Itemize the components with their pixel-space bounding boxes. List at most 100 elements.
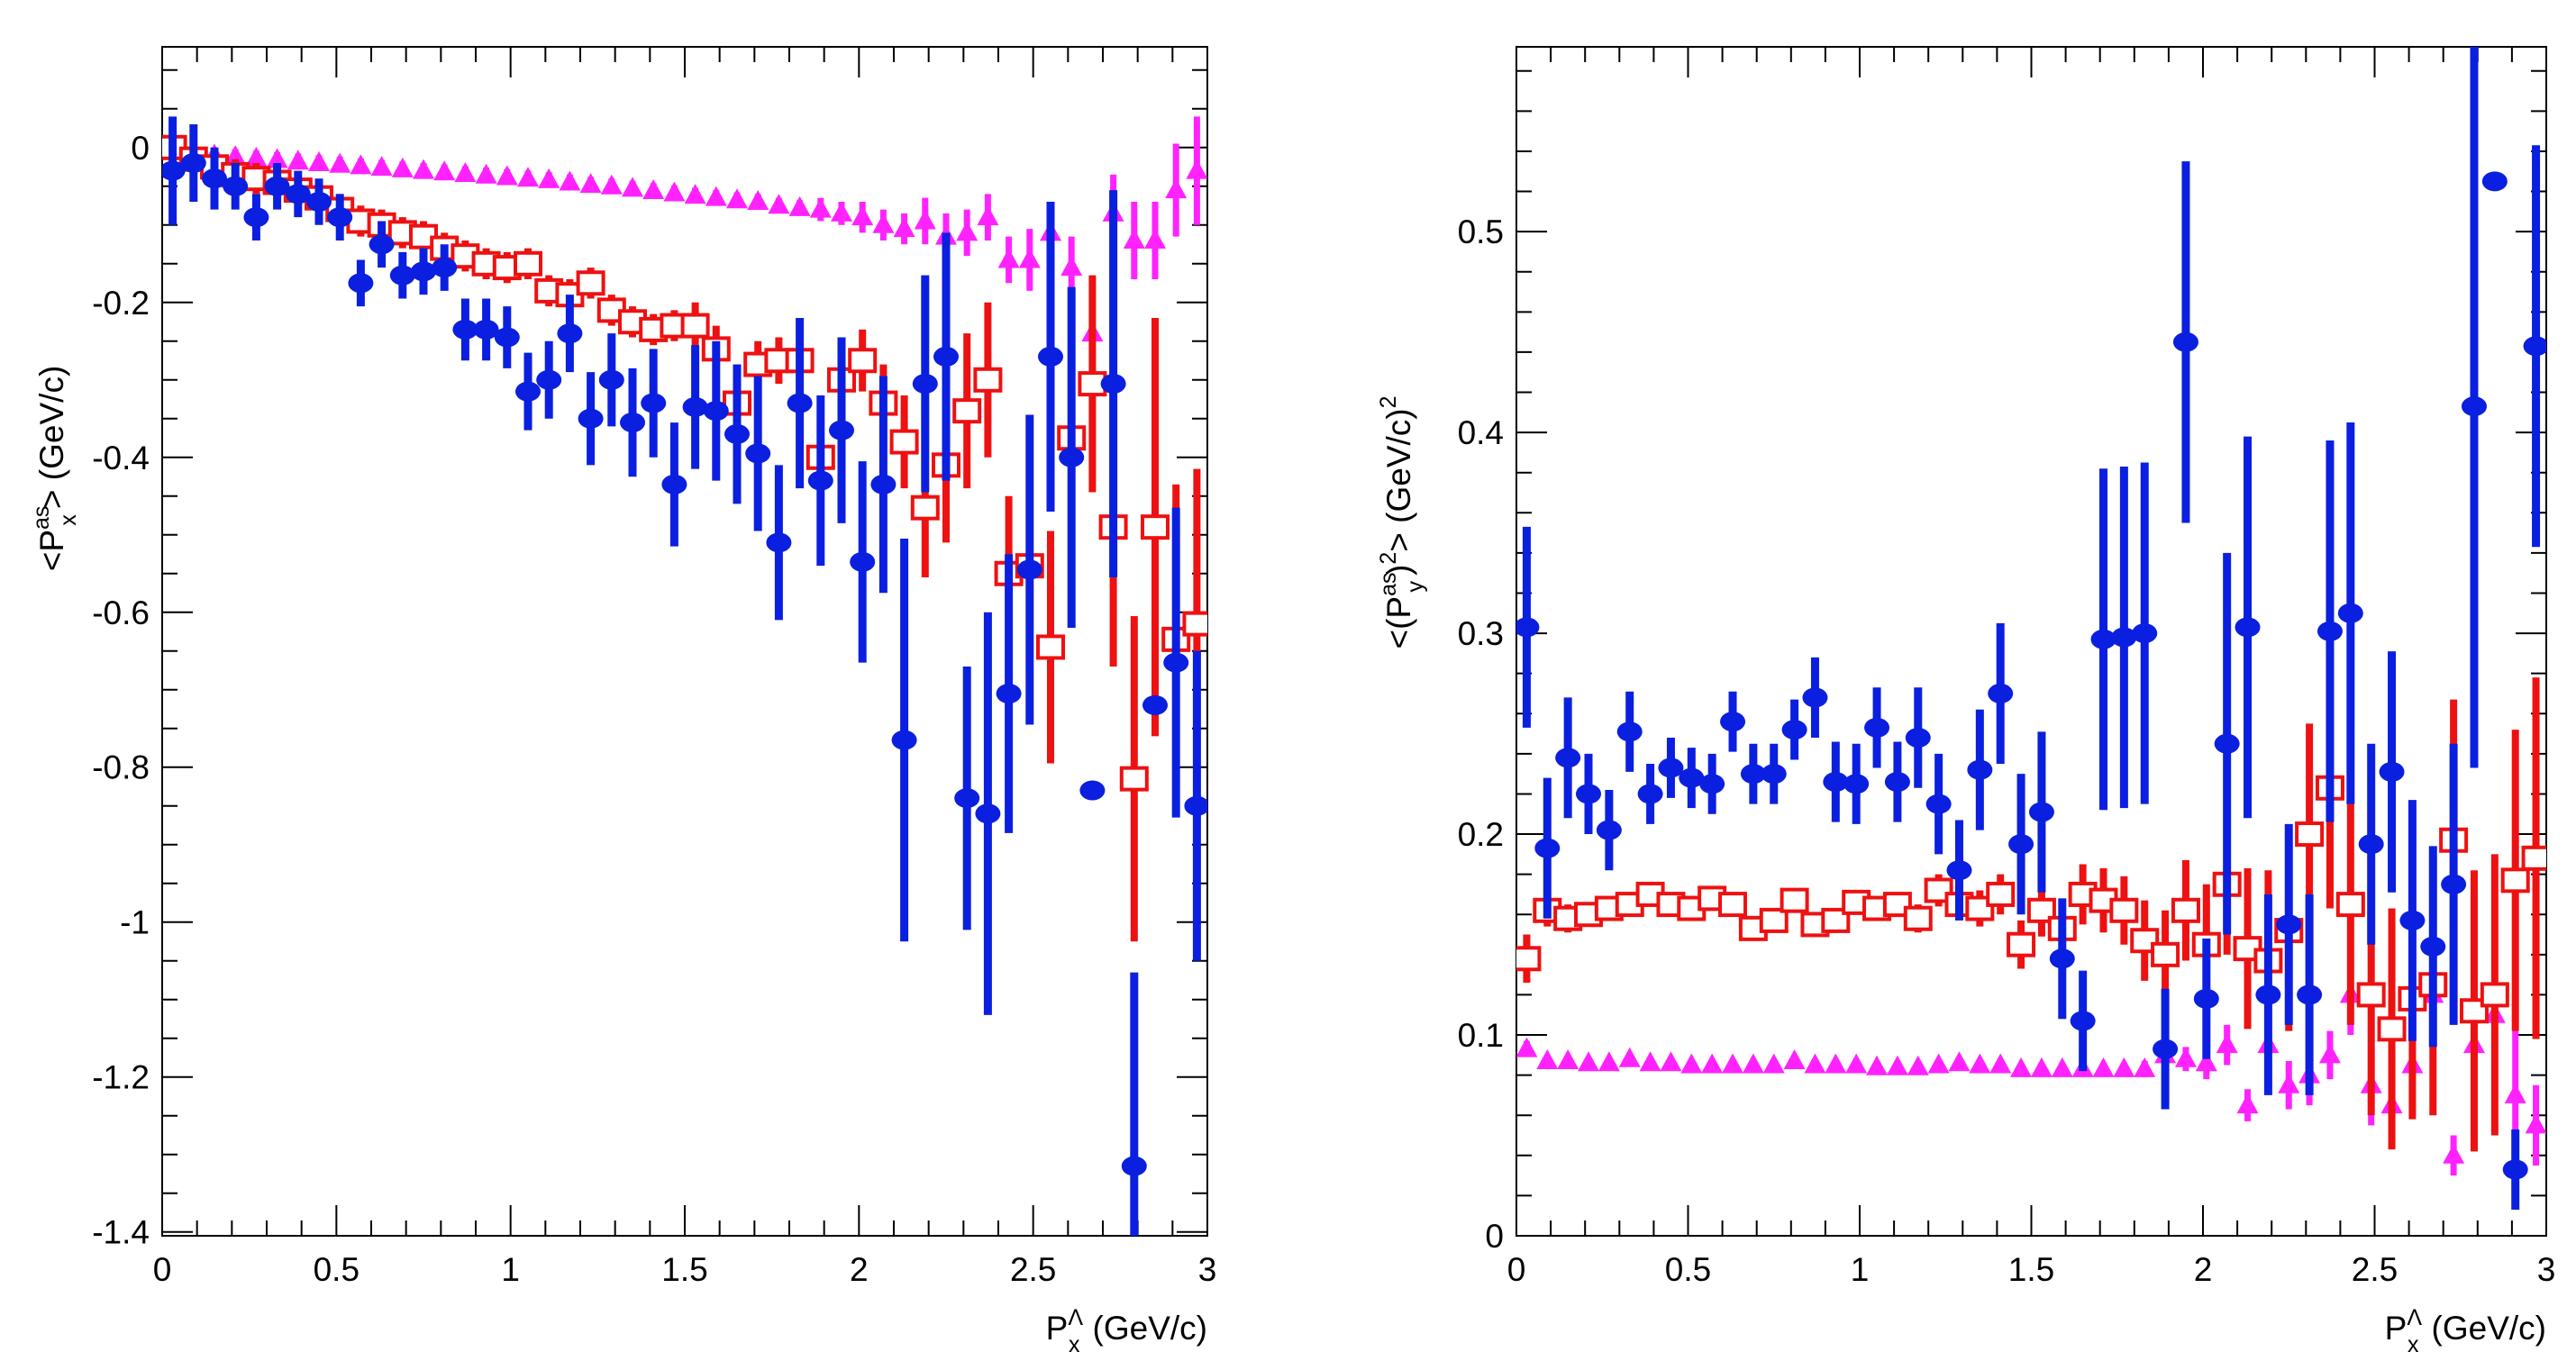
blue-circles-point	[1864, 717, 1890, 738]
blue-circles-point	[2358, 834, 2384, 855]
blue-circles-point	[870, 474, 897, 494]
blue-circles-point	[1843, 774, 1870, 794]
blue-circles-point	[2523, 336, 2546, 357]
blue-circles-point	[2193, 988, 2219, 1009]
magenta-triangles-point	[1618, 1047, 1641, 1067]
red-squares-point	[973, 367, 1003, 393]
magenta-triangles-point	[2030, 1057, 2053, 1077]
magenta-triangles-point	[1144, 228, 1166, 249]
magenta-triangles-point	[663, 181, 686, 202]
blue-circles-point	[996, 684, 1022, 704]
red-squares-point	[680, 313, 710, 339]
blue-circles-point	[2399, 910, 2426, 930]
blue-circles-point	[1534, 838, 1561, 858]
magenta-triangles-point	[768, 194, 790, 214]
blue-circles-point	[724, 423, 750, 444]
blue-circles-point	[933, 346, 959, 367]
x-tick-label: 2.5	[1010, 1251, 1056, 1288]
blue-circles-point	[703, 401, 729, 422]
blue-circles-point	[598, 369, 624, 390]
red-squares-point	[910, 494, 940, 521]
red-squares-point	[1516, 946, 1542, 972]
blue-circles-point	[2297, 984, 2323, 1005]
blue-circles-point	[2172, 331, 2198, 352]
blue-circles-point	[389, 265, 415, 286]
magenta-triangles-point	[851, 205, 874, 226]
magenta-triangles-point	[579, 173, 602, 194]
x-tick-label: 0	[1507, 1251, 1526, 1288]
blue-circles-point	[2153, 1039, 2179, 1059]
magenta-triangles-point	[956, 221, 979, 241]
blue-circles-point	[1679, 767, 1705, 788]
magenta-triangles-point	[1186, 159, 1207, 179]
magenta-triangles-point	[1722, 1053, 1744, 1074]
blue-circles-point	[1946, 860, 1972, 881]
magenta-triangles-point	[2504, 1083, 2526, 1103]
y-tick-label: -0.6	[92, 594, 150, 631]
left-panel: 0 0.5 1 1.5 2 2.5 3 0 -0.2 -0.4 -0.6 -0.8 -1 -1.2 -1.4…	[29, 46, 1217, 1357]
blue-circles-point	[578, 408, 604, 429]
blue-circles-point	[2132, 623, 2158, 644]
blue-circles-point	[2317, 621, 2343, 641]
magenta-triangles-point	[788, 195, 811, 216]
magenta-triangles-point	[2174, 1047, 2197, 1067]
blue-circles-point	[223, 176, 249, 196]
magenta-triangles-point	[1948, 1051, 1971, 1072]
x-tick-label: 1	[501, 1251, 520, 1288]
magenta-triangles-point	[433, 160, 456, 181]
magenta-triangles-point	[2010, 1057, 2033, 1077]
blue-circles-point	[1967, 759, 1993, 780]
blue-circles-point	[1596, 820, 1622, 840]
blue-circles-point	[745, 443, 771, 464]
blue-circles-point	[1740, 764, 1766, 785]
red-squares-point	[2151, 941, 2180, 967]
blue-circles-point	[1555, 748, 1581, 768]
y-tick-label: 0.1	[1458, 1017, 1504, 1054]
blue-circles-point	[2502, 1159, 2528, 1180]
red-squares-point	[2335, 892, 2365, 918]
magenta-triangles-point	[831, 201, 852, 222]
red-squares-point	[1718, 892, 1748, 918]
blue-circles-point	[327, 207, 353, 228]
magenta-triangles-point	[997, 248, 1020, 268]
data-layer	[162, 116, 1207, 1236]
magenta-triangles-point	[2525, 1113, 2546, 1134]
blue-circles-point	[515, 381, 541, 402]
magenta-triangles-point	[1060, 256, 1083, 277]
blue-circles-point	[1038, 346, 1063, 367]
red-squares-point	[2480, 982, 2509, 1008]
red-squares-point	[1182, 611, 1207, 637]
blue-circles-point	[2441, 874, 2467, 894]
blue-circles-point	[2070, 1011, 2096, 1031]
blue-circles-point	[2255, 984, 2281, 1005]
x-tick-label: 1.5	[661, 1251, 707, 1288]
magenta-triangles-point	[1660, 1051, 1682, 1072]
magenta-triangles-point	[224, 145, 247, 166]
magenta-triangles-point	[2216, 1033, 2238, 1054]
y-tick-label: -1.4	[92, 1214, 150, 1251]
magenta-triangles-point	[391, 157, 414, 177]
magenta-triangles-point	[1165, 178, 1188, 199]
magenta-triangles-point	[2051, 1057, 2073, 1077]
y-tick-label: -1.2	[92, 1059, 150, 1096]
blue-circles-point	[787, 393, 813, 413]
magenta-triangles-point	[1825, 1053, 1847, 1074]
magenta-triangles-point	[329, 152, 351, 173]
magenta-triangles-point	[245, 146, 268, 167]
magenta-triangles-point	[1783, 1049, 1806, 1070]
x-tick-label: 0.5	[314, 1251, 360, 1288]
x-tick-label: 3	[1198, 1251, 1217, 1288]
magenta-triangles-point	[1927, 1053, 1950, 1074]
blue-circles-point	[2028, 802, 2054, 822]
blue-circles-point	[2214, 733, 2240, 754]
magenta-triangles-point	[684, 184, 706, 204]
magenta-triangles-point	[1907, 1055, 1929, 1075]
magenta-triangles-point	[726, 188, 748, 209]
red-squares-point	[1119, 766, 1149, 792]
red-squares-point	[2007, 931, 2036, 957]
magenta-triangles-point	[1018, 248, 1041, 268]
blue-circles-point	[2235, 617, 2261, 638]
blue-circles-point	[1100, 374, 1126, 395]
blue-circles-point	[1079, 780, 1106, 801]
